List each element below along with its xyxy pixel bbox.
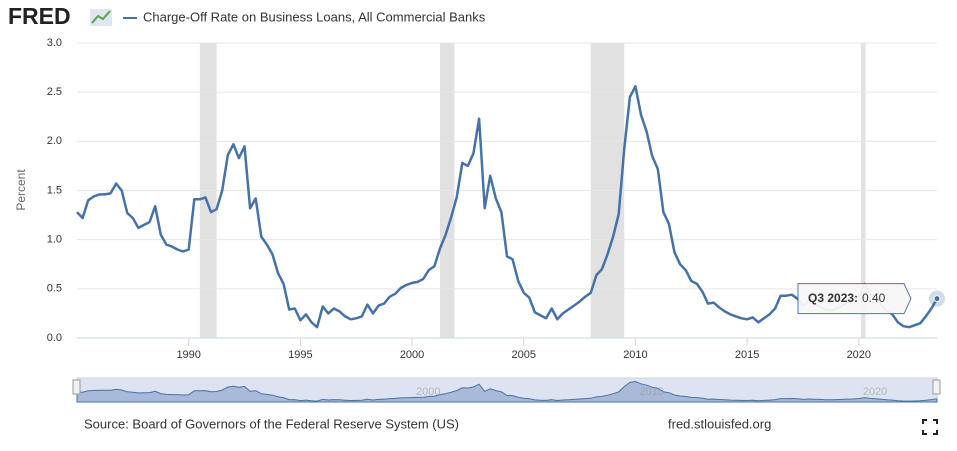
y-tick-label: 2.5: [47, 86, 62, 98]
logo-icon-line: [91, 10, 111, 24]
site: fred.stlouisfed.org: [668, 416, 771, 431]
y-tick-label: 1.0: [47, 234, 62, 246]
tooltip-box: [797, 283, 912, 315]
y-tick-label: 0.5: [47, 283, 62, 295]
x-tick-label: 2005: [512, 349, 536, 361]
y-tick-label: 1.5: [47, 184, 62, 196]
navigator-handle[interactable]: [72, 379, 81, 395]
y-tick-label: 3.0: [47, 37, 62, 49]
tooltip-value: 0.40: [862, 291, 886, 305]
legend-label: Charge-Off Rate on Business Loans, All C…: [143, 9, 486, 24]
x-tick-label: 2015: [735, 349, 759, 361]
fullscreen-icon: [922, 419, 938, 435]
y-axis-label: Percent: [14, 169, 28, 211]
y-tick-label: 0.0: [47, 332, 62, 344]
navigator-tick-label: 2010: [639, 386, 663, 398]
x-tick-label: 1995: [288, 349, 312, 361]
x-tick-label: 2000: [400, 349, 424, 361]
x-tick-label: 1990: [176, 349, 200, 361]
navigator-tick-label: 2020: [863, 386, 887, 398]
logo-icon: [90, 9, 112, 26]
tooltip-label: Q3 2023:: [808, 291, 858, 305]
hover-point: [933, 295, 941, 303]
y-tick-label: 2.0: [47, 135, 62, 147]
navigator-area: [76, 380, 938, 403]
navigator-handle[interactable]: [932, 379, 941, 395]
fullscreen-button[interactable]: [922, 419, 938, 435]
x-tick-label: 2020: [847, 349, 871, 361]
navigator-tick-label: 2000: [416, 386, 440, 398]
logo: FRED: [8, 3, 71, 29]
x-tick-label: 2010: [623, 349, 647, 361]
series-line: [76, 85, 939, 329]
source: Source: Board of Governors of the Federa…: [84, 416, 459, 431]
